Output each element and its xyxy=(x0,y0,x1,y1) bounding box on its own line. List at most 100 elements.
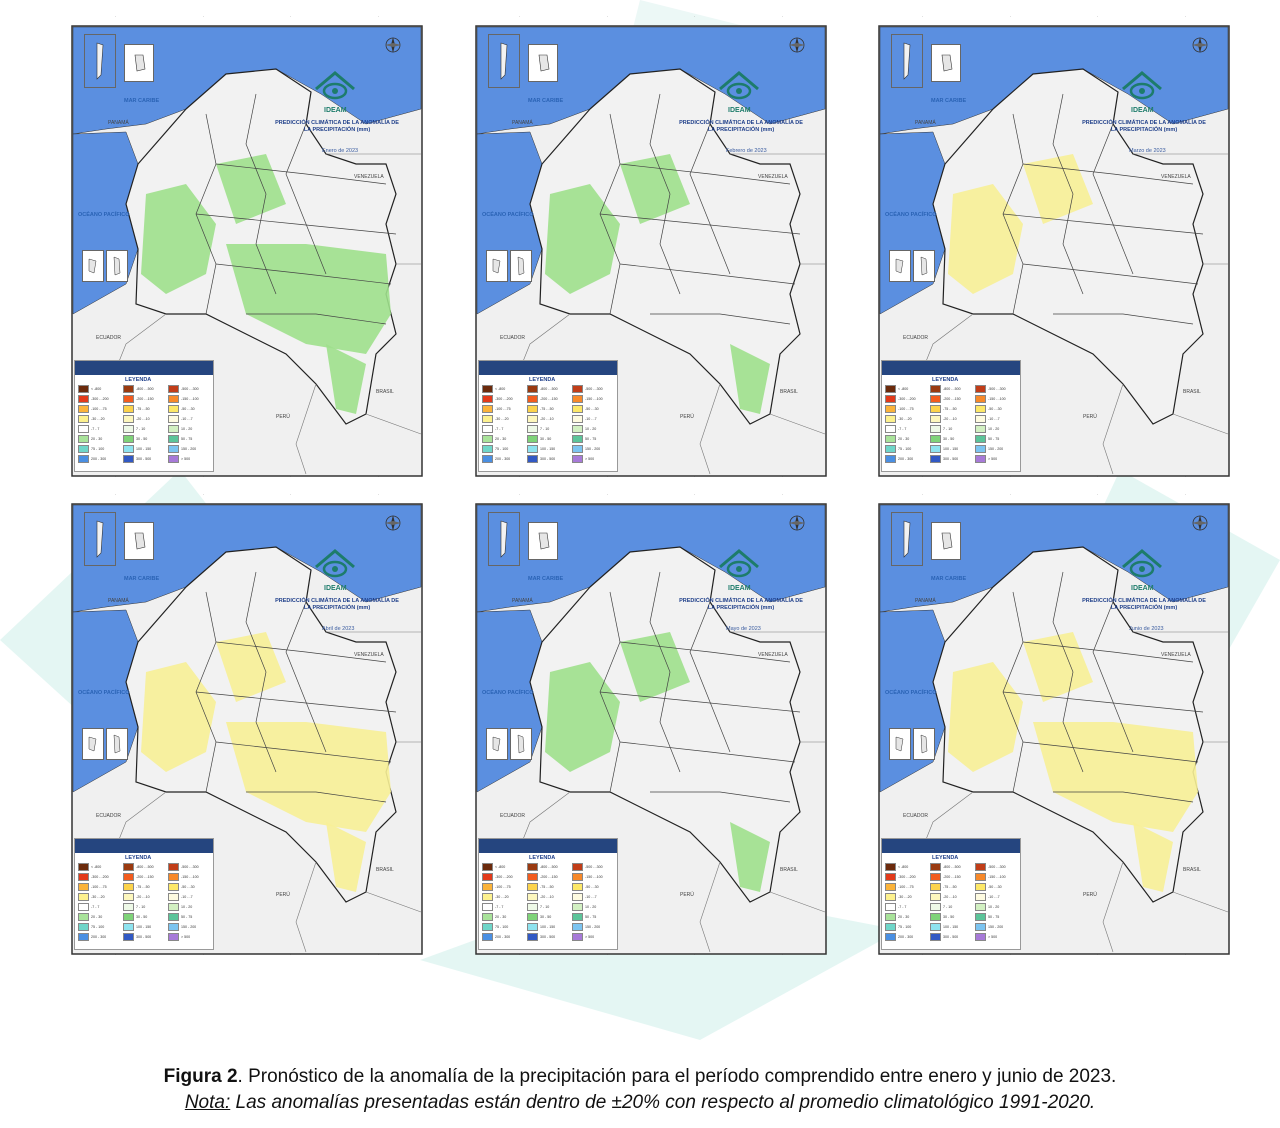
legend-swatch xyxy=(527,903,538,911)
legend-item: -7 - 7 xyxy=(482,425,524,433)
legend-item: 150 - 200 xyxy=(168,923,210,931)
legend-item: -75 - -50 xyxy=(930,883,972,891)
legend-swatch xyxy=(482,415,493,423)
label-peru: PERÚ xyxy=(680,414,694,420)
legend-label: < -800 xyxy=(898,865,909,869)
san-andres-inset xyxy=(488,512,520,566)
legend-item: 75 - 100 xyxy=(78,445,120,453)
legend-item: 20 - 30 xyxy=(885,435,927,443)
legend-swatch xyxy=(885,923,896,931)
legend-swatch xyxy=(482,395,493,403)
legend-label: 75 - 100 xyxy=(495,925,509,929)
legend-item: -500 - -300 xyxy=(572,385,614,393)
legend-item: 300 - 500 xyxy=(527,455,569,463)
legend-swatch xyxy=(572,873,583,881)
legend-label: 100 - 150 xyxy=(540,447,556,451)
legend-swatch xyxy=(78,913,89,921)
legend-label: 30 - 50 xyxy=(136,915,148,919)
legend-item: -50 - -30 xyxy=(168,883,210,891)
legend-label: -7 - 7 xyxy=(91,427,100,431)
label-venezuela: VENEZUELA xyxy=(1161,174,1191,180)
label-oceano-pacifico: OCÉANO PACÍFICO xyxy=(885,690,937,696)
legend-swatch xyxy=(168,395,179,403)
legend-label: -500 - -300 xyxy=(988,387,1006,391)
legend-swatch xyxy=(975,405,986,413)
top-coordinate-ticks: · · · · xyxy=(519,14,783,19)
legend-label: < -800 xyxy=(898,387,909,391)
legend-label: -500 - -300 xyxy=(988,865,1006,869)
legend-item: 75 - 100 xyxy=(482,923,524,931)
legend-item: -30 - -20 xyxy=(78,415,120,423)
legend-swatch xyxy=(168,933,179,941)
ideam-logo-text: IDEAM xyxy=(728,107,751,114)
legend-item: -800 - -500 xyxy=(930,863,972,871)
legend-swatch xyxy=(572,933,583,941)
label-venezuela: VENEZUELA xyxy=(1161,652,1191,658)
legend-swatch xyxy=(572,893,583,901)
legend-item: -10 - -7 xyxy=(168,415,210,423)
label-peru: PERÚ xyxy=(276,414,290,420)
legend-label: 50 - 75 xyxy=(988,915,1000,919)
legend-swatch xyxy=(482,425,493,433)
legend-label: -150 - -100 xyxy=(181,875,199,879)
legend-item: -10 - -7 xyxy=(975,893,1017,901)
legend-label: 100 - 150 xyxy=(943,447,959,451)
legend-swatch xyxy=(930,873,941,881)
map-title: PREDICCIÓN CLIMÁTICA DE LA ANOMALÍA DE L… xyxy=(275,120,399,133)
legend-swatch xyxy=(123,903,134,911)
legend-swatch xyxy=(975,415,986,423)
legend-label: -75 - -50 xyxy=(540,885,554,889)
legend-swatch xyxy=(572,903,583,911)
label-ecuador: ECUADOR xyxy=(500,335,526,341)
label-ecuador: ECUADOR xyxy=(500,813,526,819)
legend-swatch xyxy=(123,385,134,393)
legend-label: -200 - -150 xyxy=(540,397,558,401)
legend-item: 50 - 75 xyxy=(975,435,1017,443)
legend-item: 300 - 500 xyxy=(123,933,165,941)
legend-swatch xyxy=(78,415,89,423)
compass-rose-icon xyxy=(385,515,401,531)
legend-item: > 500 xyxy=(975,455,1017,463)
gorgona-inset xyxy=(913,250,935,282)
legend-item: > 500 xyxy=(975,933,1017,941)
legend-label: 300 - 500 xyxy=(943,457,959,461)
legend-label: -20 - -10 xyxy=(943,895,957,899)
legend-item: 50 - 75 xyxy=(168,913,210,921)
legend-item: -20 - -10 xyxy=(527,415,569,423)
legend-swatch xyxy=(123,455,134,463)
legend-swatch xyxy=(885,903,896,911)
label-peru: PERÚ xyxy=(1083,414,1097,420)
legend-label: -300 - -200 xyxy=(495,397,513,401)
legend-item: 150 - 200 xyxy=(975,445,1017,453)
legend-item: -50 - -30 xyxy=(975,405,1017,413)
map-month-label: Mayo de 2023 xyxy=(726,626,761,632)
legend-item: 200 - 300 xyxy=(885,933,927,941)
legend-label: -7 - 7 xyxy=(898,427,907,431)
malpelo-inset xyxy=(889,250,911,282)
legend-item: 7 - 10 xyxy=(527,903,569,911)
legend-banner xyxy=(479,361,617,375)
legend-label: 50 - 75 xyxy=(181,437,193,441)
legend-item: -50 - -30 xyxy=(572,883,614,891)
label-oceano-pacifico: OCÉANO PACÍFICO xyxy=(78,212,130,218)
legend-swatch xyxy=(168,405,179,413)
legend-item: -300 - -200 xyxy=(885,873,927,881)
legend-item: 10 - 20 xyxy=(975,903,1017,911)
legend-swatch xyxy=(123,913,134,921)
legend-label: 150 - 200 xyxy=(585,447,601,451)
legend-item: 30 - 50 xyxy=(527,435,569,443)
legend-label: 20 - 30 xyxy=(91,437,103,441)
san-andres-inset xyxy=(891,34,923,88)
legend-label: > 500 xyxy=(585,457,595,461)
map-month-label: Febrero de 2023 xyxy=(726,148,767,154)
legend-swatch xyxy=(885,913,896,921)
legend-item: -200 - -150 xyxy=(527,395,569,403)
legend-swatch xyxy=(168,415,179,423)
legend-label: 10 - 20 xyxy=(181,905,193,909)
legend-swatch xyxy=(482,883,493,891)
legend-item: 10 - 20 xyxy=(572,903,614,911)
legend-label: -75 - -50 xyxy=(943,885,957,889)
legend-label: 50 - 75 xyxy=(585,915,597,919)
legend-label: -10 - -7 xyxy=(585,895,597,899)
legend-label: > 500 xyxy=(585,935,595,939)
